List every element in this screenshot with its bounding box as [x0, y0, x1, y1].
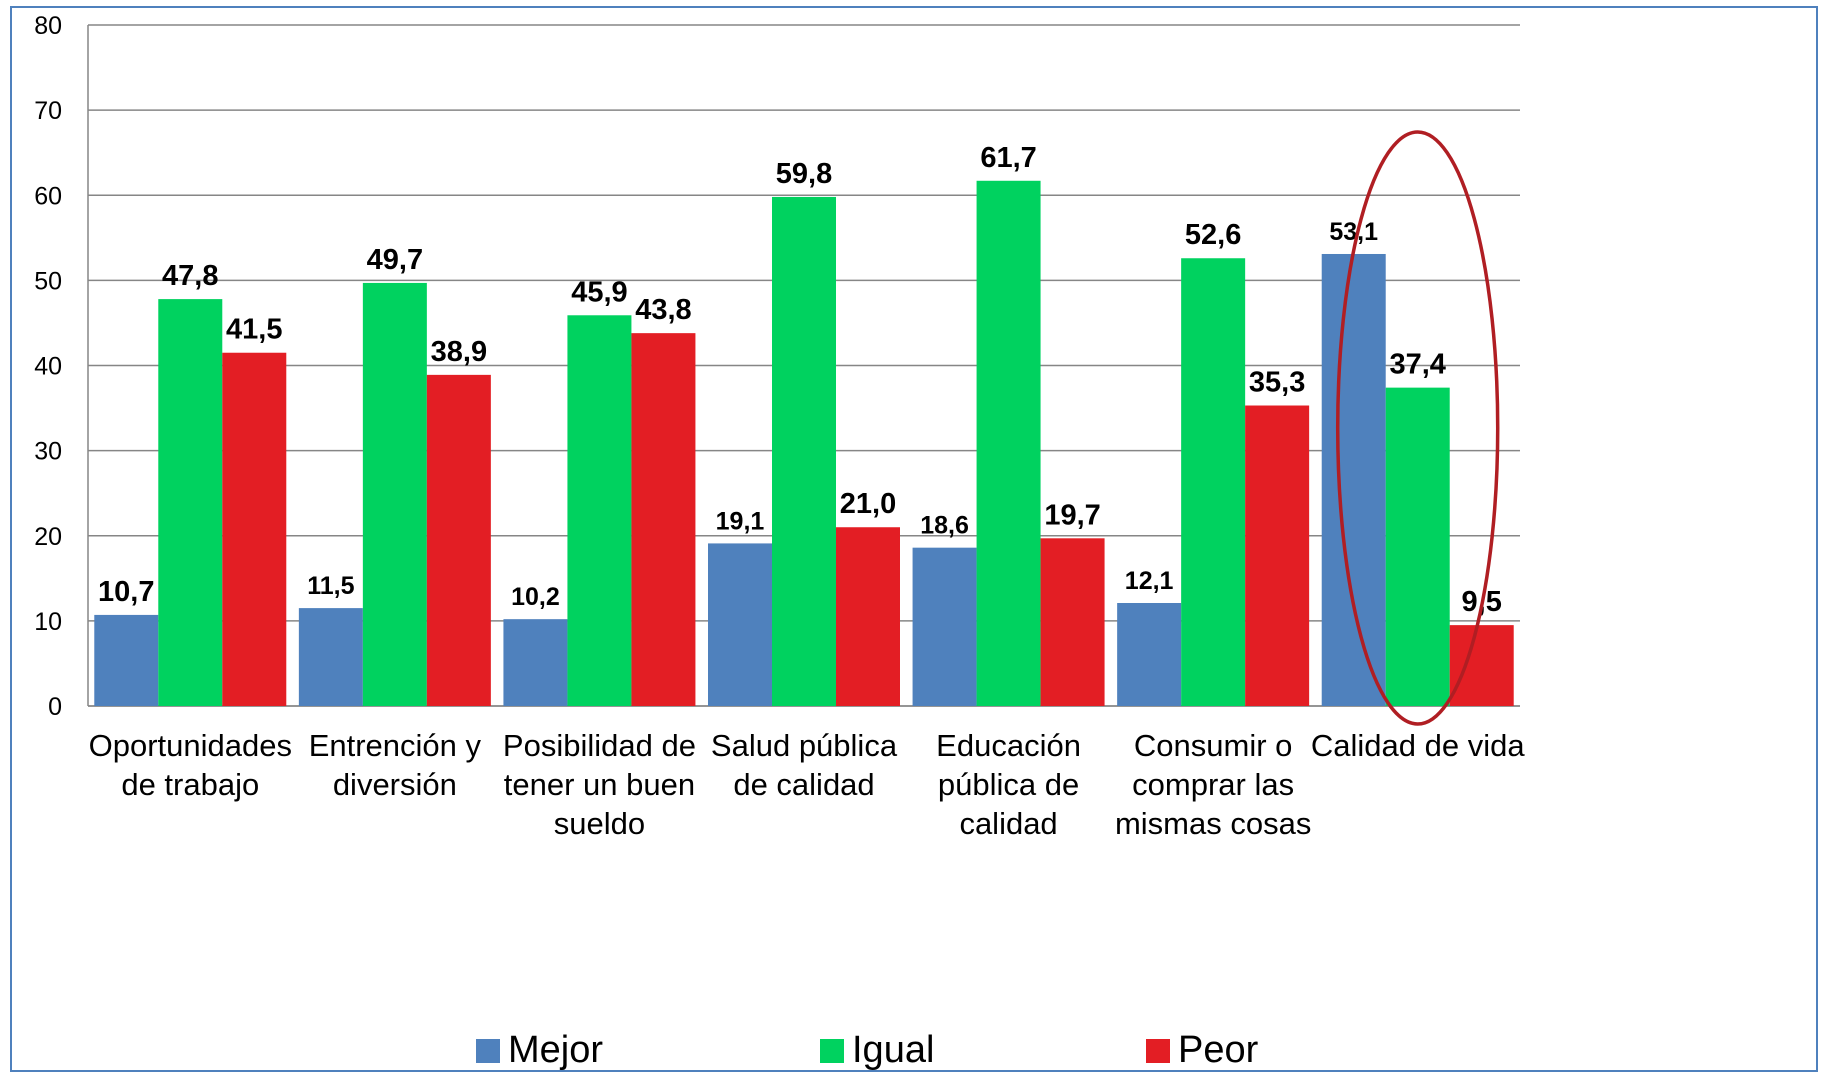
bar-mejor: [1321, 253, 1386, 706]
bar-peor: [426, 374, 491, 706]
bar-mejor: [298, 608, 363, 706]
legend-label: Peor: [1178, 1029, 1259, 1070]
x-axis-categories: Oportunidades de trabajo Entrención y diver…: [89, 728, 1526, 841]
bar-igual: [158, 299, 223, 706]
data-labels: 10,7 11,5 10,2 19,1 18,6 12,1 53,1 47,8 49,7 45,9…: [98, 142, 1502, 618]
bar-chart: 0 10 20 30 40 50 60 70 80 10,7 11,5 10,2 19,1 18,6 12,…: [34, 12, 1526, 1070]
data-label: 41,5: [226, 314, 282, 346]
data-label: 45,9: [571, 276, 627, 308]
category-label: Entrención y: [309, 728, 482, 763]
y-tick-label: 50: [34, 267, 62, 295]
data-label: 38,9: [431, 336, 487, 368]
data-label: 18,6: [920, 512, 969, 540]
category-label: tener un buen: [504, 767, 695, 802]
legend-label: Mejor: [508, 1029, 603, 1070]
chart-frame: 0 10 20 30 40 50 60 70 80 10,7 11,5 10,2 19,1 18,6 12,…: [10, 6, 1818, 1072]
bar-igual: [1385, 387, 1450, 706]
bar-mejor: [503, 619, 568, 706]
legend: Mejor Igual Peor: [476, 1029, 1259, 1070]
y-tick-label: 20: [34, 523, 62, 551]
bar-igual: [1181, 258, 1246, 706]
data-label: 21,0: [840, 488, 896, 520]
bar-peor: [1040, 538, 1105, 706]
data-label: 35,3: [1249, 367, 1305, 399]
bar-mejor: [1117, 602, 1182, 706]
legend-swatch-mejor: [476, 1039, 500, 1063]
data-label: 37,4: [1389, 349, 1445, 381]
data-label: 53,1: [1329, 218, 1378, 246]
data-label: 49,7: [367, 244, 423, 276]
data-label: 19,7: [1044, 499, 1100, 531]
bar-mejor: [94, 614, 159, 706]
y-tick-label: 40: [34, 353, 62, 381]
category-label: mismas cosas: [1115, 806, 1311, 841]
bar-mejor: [708, 543, 772, 706]
bar-peor: [836, 527, 900, 706]
y-tick-label: 60: [34, 182, 62, 210]
y-tick-label: 30: [34, 438, 62, 466]
y-tick-label: 0: [48, 693, 62, 721]
bar-igual: [976, 180, 1041, 706]
bar-igual: [567, 315, 632, 706]
category-label: comprar las: [1132, 767, 1294, 802]
data-label: 19,1: [716, 507, 765, 535]
y-tick-label: 80: [34, 12, 62, 40]
data-label: 10,2: [511, 583, 560, 611]
data-label: 10,7: [98, 576, 154, 608]
category-label: Educación: [936, 728, 1081, 763]
highlight-ellipse: [1335, 130, 1500, 726]
bar-mejor: [912, 547, 977, 706]
legend-swatch-igual: [820, 1039, 844, 1063]
category-label: de trabajo: [121, 767, 259, 802]
data-label: 47,8: [162, 260, 218, 292]
category-label: pública de: [938, 767, 1079, 802]
category-label: Oportunidades: [89, 728, 292, 763]
bars: [94, 180, 1514, 706]
data-label: 59,8: [776, 158, 832, 190]
bar-peor: [1449, 625, 1514, 706]
category-label: diversión: [333, 767, 457, 802]
category-label: Consumir o: [1134, 728, 1293, 763]
bar-igual: [772, 196, 836, 706]
category-label: de calidad: [733, 767, 874, 802]
legend-swatch-peor: [1146, 1039, 1170, 1063]
data-label: 43,8: [635, 294, 691, 326]
category-label: sueldo: [554, 806, 645, 841]
bar-peor: [222, 352, 287, 706]
category-label: calidad: [959, 806, 1057, 841]
y-tick-label: 10: [34, 608, 62, 636]
data-label: 52,6: [1185, 219, 1241, 251]
bar-peor: [631, 333, 696, 706]
category-label: Posibilidad de: [503, 728, 696, 763]
category-label: Salud pública: [711, 728, 898, 763]
legend-label: Igual: [852, 1029, 934, 1070]
data-label: 61,7: [980, 142, 1036, 174]
data-label: 11,5: [307, 572, 354, 600]
data-label: 12,1: [1125, 567, 1174, 595]
category-label: Calidad de vida: [1311, 728, 1525, 763]
y-axis-ticks: 0 10 20 30 40 50 60 70 80: [34, 12, 62, 721]
bar-peor: [1245, 405, 1310, 706]
bar-igual: [362, 282, 427, 706]
y-tick-label: 70: [34, 97, 62, 125]
